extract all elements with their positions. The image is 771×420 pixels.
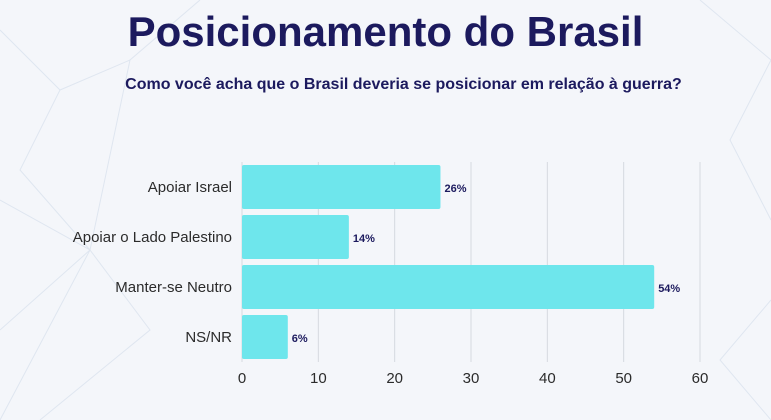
x-tick-label-1: 10	[310, 370, 327, 387]
bar-1	[242, 215, 349, 259]
page-title: Posicionamento do Brasil	[127, 8, 644, 55]
bar-0	[242, 165, 441, 209]
x-tick-label-2: 20	[386, 370, 403, 387]
bar-3	[242, 315, 288, 359]
x-tick-label-0: 0	[238, 370, 246, 387]
category-label-1: Apoiar o Lado Palestino	[73, 229, 232, 246]
data-label-0: 26%	[444, 183, 466, 195]
category-label-0: Apoiar Israel	[148, 179, 232, 196]
bar-2	[242, 265, 655, 309]
x-tick-label-3: 30	[463, 370, 480, 387]
x-tick-label-4: 40	[539, 370, 556, 387]
data-label-3: 6%	[292, 333, 308, 345]
data-label-1: 14%	[353, 233, 375, 245]
chart-subtitle: Como você acha que o Brasil deveria se p…	[125, 76, 682, 93]
category-label-3: NS/NR	[185, 329, 232, 346]
x-tick-label-6: 60	[692, 370, 709, 387]
x-tick-label-5: 50	[615, 370, 632, 387]
data-label-2: 54%	[658, 283, 680, 295]
category-label-2: Manter-se Neutro	[115, 279, 232, 296]
